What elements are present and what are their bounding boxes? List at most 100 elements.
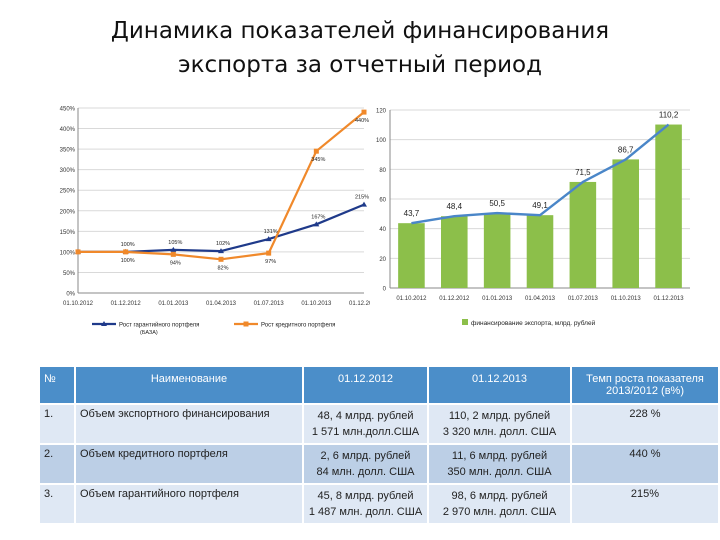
- value-usd: 350 млн. долл. США: [447, 466, 552, 478]
- legend-marker-credit: [243, 321, 249, 327]
- data-label: 100%: [121, 242, 135, 248]
- y-tick-label: 400%: [60, 127, 76, 133]
- y-tick-label: 450%: [60, 107, 76, 113]
- data-label: 48,4: [446, 202, 462, 211]
- row-value-2013: 98, 6 млрд. рублей 2 970 млн. долл. США: [427, 483, 572, 525]
- x-tick-label: 01.10.2013: [301, 301, 332, 307]
- x-tick-label: 01.12.2013: [349, 301, 370, 307]
- row-name: Объем гарантийного портфеля: [74, 483, 304, 525]
- export-financing-bar-chart: 0 20 40 60 80 100 120 01.10.2012 01.12.2012 01.01…: [376, 109, 690, 327]
- y-tick-label: 150%: [60, 230, 76, 236]
- data-label: 43,7: [404, 209, 420, 218]
- data-label: 131%: [264, 229, 278, 235]
- bar: [483, 213, 511, 288]
- data-point: [123, 249, 129, 255]
- value-rub: 48, 4 млрд. рублей: [317, 410, 414, 422]
- y-tick-label: 300%: [60, 168, 76, 174]
- value-rub: 11, 6 млрд. рублей: [451, 450, 548, 462]
- title-line-1: Динамика показателей финансирования: [110, 18, 610, 44]
- data-label: 94%: [170, 260, 181, 266]
- table-header-row: № Наименование 01.12.2012 01.12.2013 Тем…: [38, 365, 720, 405]
- header-growth-rate: Темп роста показателя 2013/2012 (в%): [570, 365, 720, 405]
- x-tick-label: 01.12.2012: [439, 296, 470, 302]
- table-row: 1. Объем экспортного финансирования 48, …: [38, 403, 720, 445]
- data-label: 82%: [217, 265, 228, 271]
- y-tick-label: 40: [379, 227, 386, 233]
- data-label: 71,5: [575, 168, 591, 177]
- bar: [441, 216, 468, 288]
- data-point: [218, 256, 224, 262]
- value-usd: 2 970 млн. долл. США: [442, 506, 557, 518]
- y-tick-label: 250%: [60, 189, 76, 195]
- data-point: [75, 249, 81, 255]
- x-tick-label: 01.04.2013: [525, 296, 556, 302]
- row-growth: 440 %: [570, 443, 720, 485]
- bar: [398, 223, 425, 288]
- data-point: [170, 246, 177, 252]
- header-2012: 01.12.2012: [302, 365, 429, 405]
- x-tick-label: 01.10.2013: [611, 296, 642, 302]
- value-usd: 1 487 млн. долл. США: [308, 506, 423, 518]
- x-tick-label: 01.07.2013: [254, 301, 285, 307]
- data-point: [218, 248, 224, 254]
- bar: [526, 215, 554, 288]
- row-growth: 228 %: [570, 403, 720, 445]
- row-number: 2.: [38, 443, 76, 485]
- row-value-2013: 110, 2 млрд. рублей 3 320 млн. долл. США: [427, 403, 572, 445]
- row-name: Объем кредитного портфеля: [74, 443, 304, 485]
- base-note: (БАЗА): [140, 330, 158, 336]
- bar: [655, 124, 682, 288]
- y-tick-label: 80: [379, 168, 386, 174]
- bar: [569, 181, 597, 288]
- value-usd: 1 571 млн.долл.США: [311, 426, 420, 438]
- data-point: [361, 201, 367, 207]
- y-tick-label: 60: [379, 198, 386, 204]
- series-line-credit: [78, 111, 365, 261]
- x-tick-label: 01.01.2013: [158, 301, 189, 307]
- value-rub: 2, 6 млрд. рублей: [320, 450, 411, 462]
- data-point: [170, 251, 176, 257]
- legend-label-credit: Рост кредитного портфеля: [261, 323, 335, 329]
- y-tick-label: 20: [379, 257, 386, 263]
- title-line-2: экспорта за отчетный период: [177, 52, 543, 78]
- portfolio-growth-line-chart: 0% 50% 100% 150% 200% 250% 300% 350% 400% 450% 01.…: [60, 107, 370, 337]
- value-usd: 84 млн. долл. США: [316, 466, 415, 478]
- legend-label-guarantee: Рост гарантийного портфеля: [119, 322, 199, 329]
- table-row: 2. Объем кредитного портфеля 2, 6 млрд. …: [38, 443, 720, 485]
- header-number: №: [38, 365, 76, 405]
- data-point: [361, 109, 367, 115]
- summary-table: № Наименование 01.12.2012 01.12.2013 Тем…: [38, 365, 720, 525]
- y-tick-label: 350%: [60, 148, 76, 154]
- data-label: 49,1: [532, 201, 548, 210]
- y-tick-label: 200%: [60, 209, 76, 215]
- data-label: 167%: [311, 214, 325, 220]
- value-rub: 98, 6 млрд. рублей: [451, 490, 548, 502]
- data-label: 97%: [265, 259, 276, 265]
- data-point: [313, 148, 319, 154]
- data-label: 100%: [121, 258, 135, 264]
- x-tick-label: 01.01.2013: [482, 296, 513, 302]
- y-tick-label: 50%: [63, 271, 76, 277]
- x-tick-label: 01.12.2013: [654, 296, 685, 302]
- table-row: 3. Объем гарантийного портфеля 45, 8 млр…: [38, 483, 720, 525]
- data-label: 50,5: [489, 199, 505, 208]
- data-label: 440%: [355, 118, 369, 124]
- data-label: 105%: [168, 240, 182, 246]
- row-name: Объем экспортного финансирования: [74, 403, 304, 445]
- row-value-2012: 45, 8 млрд. рублей 1 487 млн. долл. США: [302, 483, 429, 525]
- value-rub: 45, 8 млрд. рублей: [317, 490, 414, 502]
- y-tick-label: 0%: [66, 292, 75, 298]
- page-title: Динамика показателей финансирования эксп…: [0, 14, 720, 82]
- y-tick-label: 0: [383, 287, 387, 293]
- data-point: [266, 250, 272, 256]
- row-value-2012: 48, 4 млрд. рублей 1 571 млн.долл.США: [302, 403, 429, 445]
- x-tick-label: 01.10.2012: [396, 296, 427, 302]
- row-number: 1.: [38, 403, 76, 445]
- x-tick-label: 01.10.2012: [63, 301, 94, 307]
- x-tick-label: 01.07.2013: [568, 296, 599, 302]
- value-usd: 3 320 млн. долл. США: [442, 426, 557, 438]
- data-point: [313, 221, 320, 227]
- data-label: 110,2: [659, 111, 679, 120]
- legend-label: финансирование экспорта, млрд. рублей: [471, 319, 596, 327]
- data-label: 86,7: [618, 145, 634, 154]
